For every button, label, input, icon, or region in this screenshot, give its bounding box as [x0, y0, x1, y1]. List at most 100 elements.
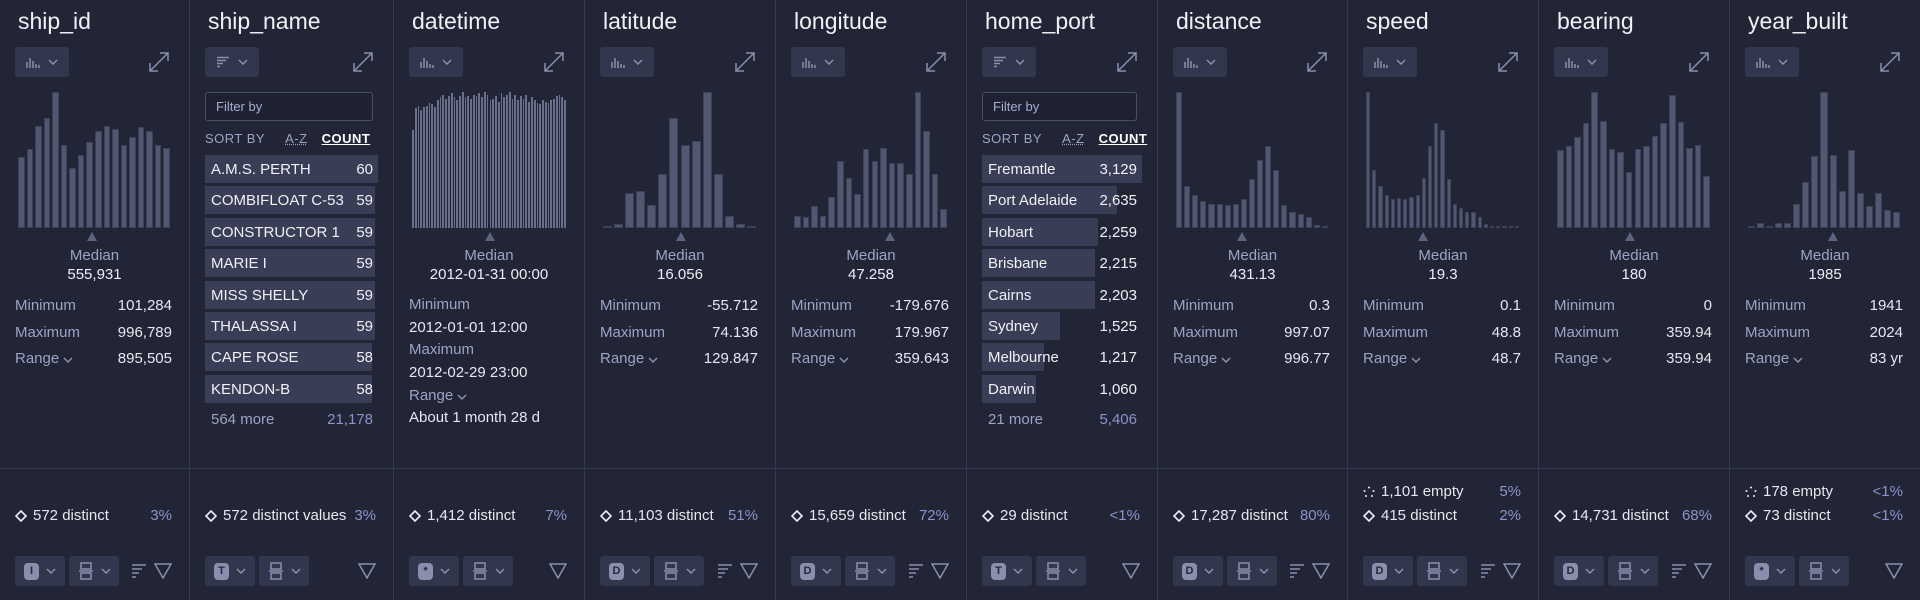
chart-type-dropdown[interactable]: [1173, 47, 1227, 77]
histogram-bar[interactable]: [555, 96, 558, 228]
histogram-bar[interactable]: [95, 131, 102, 228]
histogram-bar[interactable]: [511, 98, 514, 228]
stat-label-range[interactable]: Range: [409, 387, 467, 404]
histogram-bar[interactable]: [461, 92, 464, 228]
histogram-bar[interactable]: [112, 128, 119, 228]
expand-icon[interactable]: [924, 50, 948, 74]
histogram-bar[interactable]: [914, 92, 922, 228]
row-height-dropdown[interactable]: [845, 556, 895, 586]
histogram-bar[interactable]: [1232, 203, 1239, 228]
column-type-dropdown[interactable]: D: [600, 556, 650, 586]
histogram-bar[interactable]: [1289, 211, 1296, 228]
sort-option-count[interactable]: COUNT: [321, 131, 371, 146]
expand-icon[interactable]: [1878, 50, 1902, 74]
stat-label[interactable]: Range: [1363, 350, 1421, 367]
stat-label[interactable]: Range: [1554, 350, 1612, 367]
histogram-bar[interactable]: [470, 98, 472, 228]
stat-label[interactable]: Range: [1745, 350, 1803, 367]
histogram-bar[interactable]: [880, 147, 887, 228]
histogram-bar[interactable]: [1892, 211, 1900, 228]
histogram-bar[interactable]: [1694, 145, 1702, 228]
histogram-bar[interactable]: [154, 145, 162, 228]
row-height-dropdown[interactable]: [1036, 556, 1086, 586]
column-type-dropdown[interactable]: T: [982, 556, 1032, 586]
row-height-dropdown[interactable]: [1227, 556, 1277, 586]
expand-icon[interactable]: [1115, 50, 1139, 74]
histogram-bar[interactable]: [434, 106, 436, 228]
histogram-bar[interactable]: [854, 194, 861, 228]
category-row[interactable]: THALASSA I 59: [205, 312, 378, 340]
histogram-bar[interactable]: [1403, 199, 1408, 228]
histogram-bar[interactable]: [553, 98, 555, 228]
chart-type-dropdown[interactable]: [15, 47, 69, 77]
histogram-bar[interactable]: [531, 97, 533, 228]
stat-label[interactable]: Range: [15, 350, 73, 367]
histogram-bar[interactable]: [522, 98, 525, 228]
histogram-bar[interactable]: [897, 162, 904, 228]
histogram-bar[interactable]: [1557, 150, 1564, 228]
histogram-bar[interactable]: [120, 145, 128, 228]
histogram-bar[interactable]: [1281, 204, 1288, 228]
histogram-bar[interactable]: [702, 92, 712, 228]
histogram-bar[interactable]: [450, 93, 453, 228]
histogram-bar[interactable]: [1366, 92, 1371, 228]
histogram-bar[interactable]: [680, 145, 690, 228]
histogram-bar[interactable]: [1686, 147, 1693, 228]
sort-icon[interactable]: [717, 563, 733, 579]
histogram-bar[interactable]: [550, 100, 553, 228]
histogram-bar[interactable]: [129, 136, 136, 228]
histogram-bar[interactable]: [647, 204, 657, 228]
column-type-dropdown[interactable]: D: [1363, 556, 1413, 586]
histogram-bar[interactable]: [724, 215, 734, 228]
histogram-bar[interactable]: [794, 215, 801, 228]
histogram-bar[interactable]: [417, 105, 420, 228]
histogram-bar[interactable]: [802, 217, 810, 228]
histogram-bar[interactable]: [1428, 146, 1433, 228]
histogram-bar[interactable]: [1565, 146, 1573, 228]
histogram-bar[interactable]: [1224, 204, 1231, 228]
histogram-bar[interactable]: [1421, 177, 1426, 228]
chart-type-dropdown[interactable]: [600, 47, 654, 77]
histogram-bar[interactable]: [1883, 210, 1891, 228]
histogram-bar[interactable]: [1415, 195, 1420, 228]
row-height-dropdown[interactable]: [1417, 556, 1467, 586]
sort-icon[interactable]: [131, 563, 147, 579]
histogram-bar[interactable]: [35, 126, 42, 228]
histogram-bar[interactable]: [1490, 226, 1495, 228]
histogram-bar[interactable]: [1820, 92, 1828, 228]
histogram-bar[interactable]: [558, 94, 561, 228]
chart-type-dropdown[interactable]: [409, 47, 463, 77]
histogram-bar[interactable]: [1459, 207, 1464, 228]
chart-type-dropdown[interactable]: [982, 47, 1036, 77]
histogram-bar[interactable]: [486, 94, 489, 228]
histogram-bar[interactable]: [497, 101, 500, 228]
stat-label[interactable]: Range: [791, 350, 849, 367]
histogram-bar[interactable]: [564, 100, 566, 228]
histogram-bar[interactable]: [1483, 223, 1488, 228]
histogram-bar[interactable]: [669, 117, 679, 228]
filter-input[interactable]: Filter by: [205, 92, 373, 121]
category-row[interactable]: MISS SHELLY 59: [205, 280, 378, 309]
histogram-bar[interactable]: [533, 100, 536, 228]
category-row[interactable]: MARIE I 59: [205, 249, 378, 278]
histogram-bar[interactable]: [1838, 191, 1846, 228]
category-row[interactable]: CAPE ROSE 58: [205, 343, 378, 372]
chart-type-dropdown[interactable]: [1554, 47, 1608, 77]
histogram-bar[interactable]: [163, 147, 170, 228]
histogram-bar[interactable]: [503, 97, 506, 228]
filter-icon[interactable]: [358, 563, 376, 579]
histogram-bar[interactable]: [467, 96, 470, 228]
column-type-dropdown[interactable]: D: [791, 556, 841, 586]
histogram-bar[interactable]: [1390, 199, 1395, 228]
histogram-bar[interactable]: [1651, 135, 1659, 228]
chart-type-dropdown[interactable]: [205, 47, 259, 77]
histogram-bar[interactable]: [1660, 123, 1667, 228]
stat-label[interactable]: Range: [1173, 350, 1231, 367]
histogram-bar[interactable]: [940, 208, 947, 228]
histogram-bar[interactable]: [1257, 160, 1264, 228]
histogram-bar[interactable]: [1176, 92, 1183, 228]
sort-option-count[interactable]: COUNT: [1098, 131, 1148, 146]
more-categories-link[interactable]: 564 more 21,178: [211, 411, 373, 428]
histogram-bar[interactable]: [420, 109, 423, 228]
category-row[interactable]: COMBIFLOAT C-53 59: [205, 186, 378, 215]
